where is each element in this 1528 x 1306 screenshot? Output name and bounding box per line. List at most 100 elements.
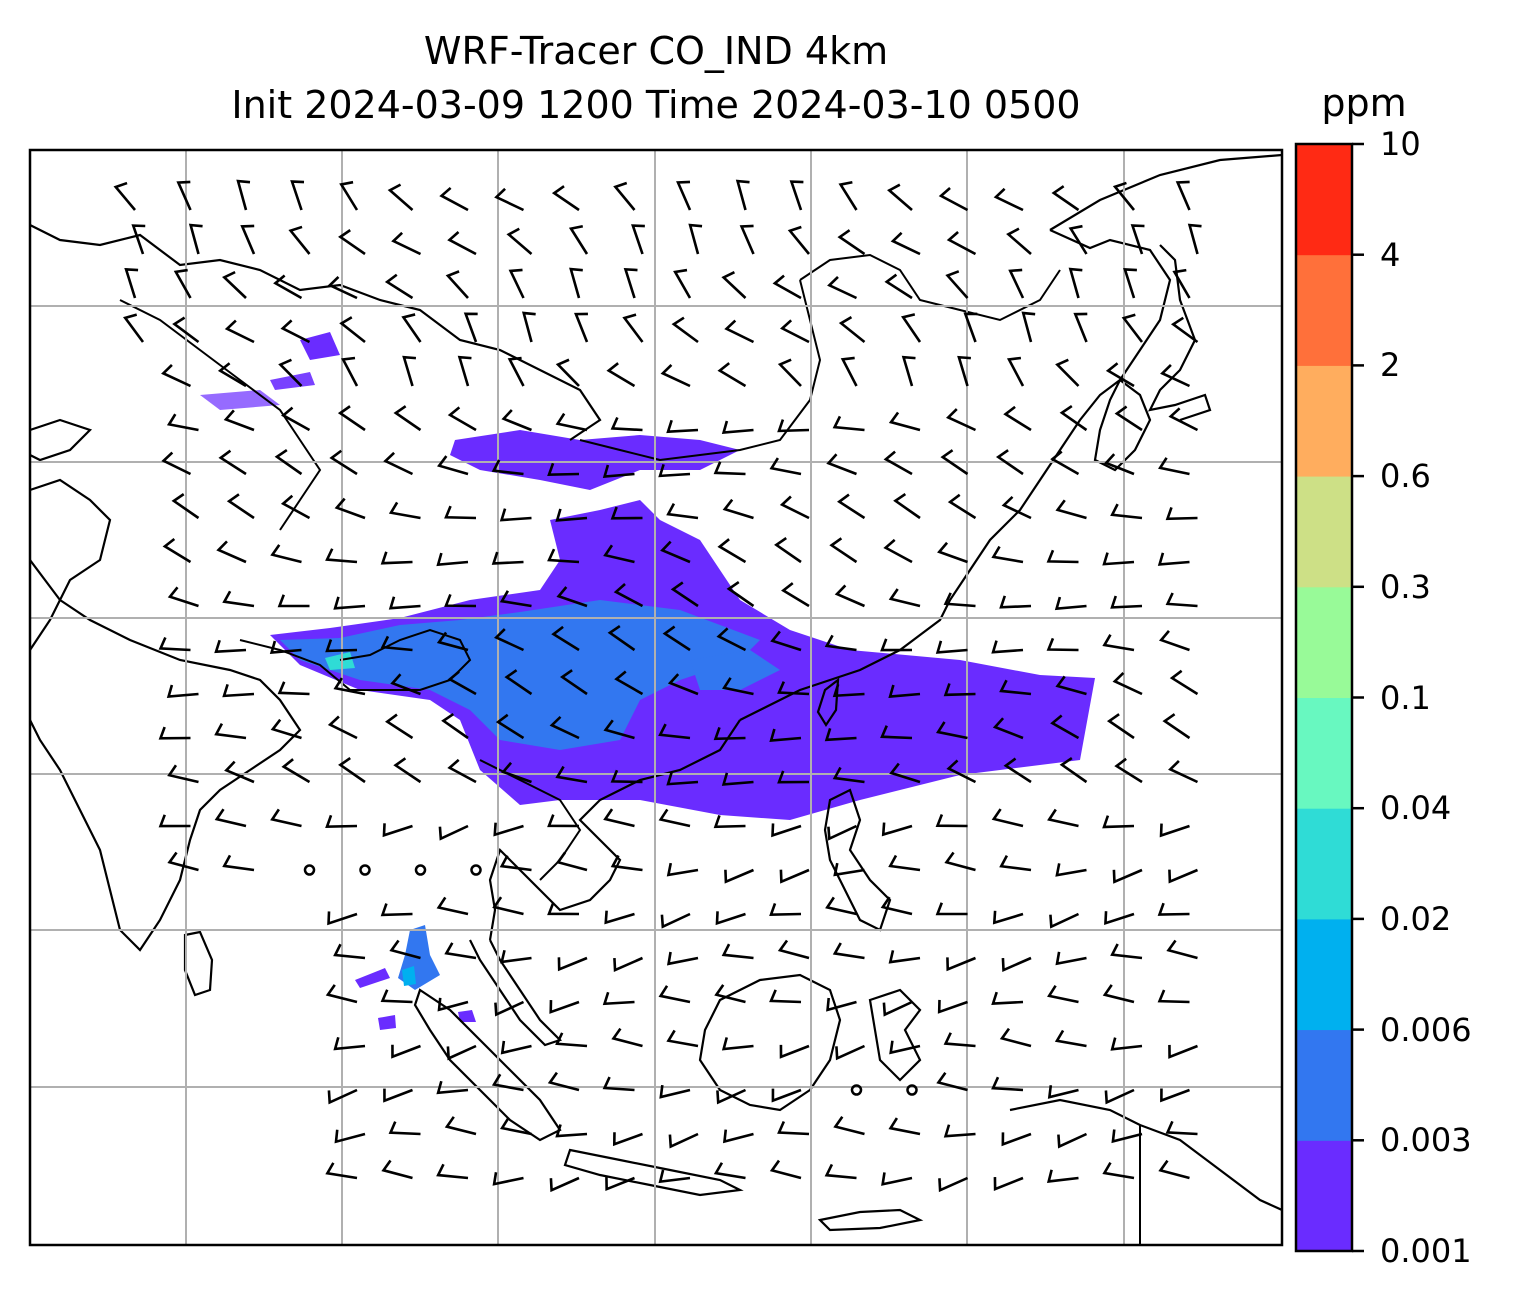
plume-north-band: [450, 430, 740, 490]
wind-barb: [280, 494, 311, 520]
wind-barb: [555, 765, 588, 784]
wind-barb: [551, 625, 580, 652]
wind-barb: [957, 355, 971, 387]
wind-barb: [826, 997, 857, 1012]
wind-barb: [884, 273, 913, 300]
wind-barb: [568, 224, 589, 255]
wind-barb: [883, 450, 913, 476]
wind-barb: [1157, 552, 1190, 566]
wind-barb: [676, 180, 692, 211]
wind-barb: [1175, 180, 1191, 211]
wind-barb: [881, 1172, 913, 1186]
coastline-caspian: [30, 418, 93, 462]
wind-barb: [171, 493, 200, 520]
coastline-philippines: [823, 788, 892, 932]
wind-barb: [774, 537, 802, 564]
wind-barb: [277, 594, 310, 608]
wind-barb: [341, 356, 359, 387]
wind-barb: [781, 582, 810, 608]
wind-barb: [1162, 713, 1191, 740]
wind-barb: [1006, 356, 1025, 387]
wind-barb: [889, 1040, 921, 1055]
wind-barb: [1059, 404, 1088, 432]
wind-barb: [1104, 1088, 1135, 1105]
wind-barb: [992, 910, 1024, 925]
wind-barb: [835, 1044, 866, 1061]
wind-barb: [447, 406, 477, 432]
wind-barb: [659, 1084, 691, 1099]
wind-barb: [1046, 1169, 1079, 1183]
wind-barb: [1166, 939, 1198, 960]
wind-barb: [387, 183, 414, 211]
wind-barb: [833, 1116, 865, 1136]
wind-barb: [1168, 760, 1199, 784]
wind-barb: [338, 757, 366, 784]
wind-barb: [605, 1176, 635, 1192]
wind-barb: [172, 316, 200, 344]
wind-barb: [166, 413, 199, 432]
wind-barb: [1160, 1088, 1190, 1103]
wind-barb: [827, 275, 858, 300]
wind-barb: [943, 1124, 976, 1138]
wind-barb: [1168, 1044, 1198, 1059]
wind-barb: [1050, 714, 1080, 740]
wind-barb: [214, 639, 247, 654]
wind-barb: [888, 854, 921, 872]
wind-barb: [1050, 450, 1080, 476]
wind-barb: [824, 634, 857, 652]
wind-barb: [1008, 268, 1025, 299]
plume-sumatra-core: [402, 966, 416, 986]
wind-barb: [611, 1027, 643, 1048]
wind-barb: [333, 677, 366, 696]
wind-barb: [614, 670, 644, 696]
wind-barb: [1054, 1029, 1087, 1048]
wind-barb: [447, 231, 477, 256]
wind-barb: [837, 493, 866, 520]
wind-barb: [833, 862, 865, 877]
wind-barb: [158, 814, 191, 828]
colorbar-tick-label: 0.1: [1380, 678, 1431, 717]
wind-barb: [436, 896, 469, 916]
wind-barb: [167, 764, 199, 784]
wind-barb: [559, 669, 588, 696]
wind-barb: [393, 405, 422, 432]
wind-barb: [1003, 757, 1032, 784]
wind-barb: [717, 362, 747, 388]
wind-barb: [494, 1000, 525, 1017]
wind-barb: [882, 1000, 913, 1017]
colorbar-segment: [1296, 1140, 1352, 1252]
wind-barb: [380, 551, 413, 565]
wind-barb: [837, 229, 866, 256]
wind-barb: [491, 1073, 524, 1092]
wind-barb: [167, 586, 199, 608]
wind-barb: [722, 1129, 754, 1144]
wind-barb: [943, 592, 976, 608]
wind-barb: [777, 770, 810, 784]
colorbar-tick-label: 0.6: [1380, 457, 1431, 496]
wind-barb: [995, 449, 1024, 476]
wind-barb: [991, 1076, 1024, 1092]
wind-barb: [777, 419, 810, 433]
plume-northwest-patch-2: [270, 372, 315, 390]
wind-barb: [888, 411, 921, 432]
wind-barb: [1105, 362, 1135, 388]
wind-barb: [385, 713, 414, 740]
wind-barb: [1121, 313, 1144, 343]
wind-barb: [889, 762, 921, 784]
wind-barb: [1110, 943, 1143, 960]
wind-barb: [999, 855, 1032, 872]
wind-barb: [508, 268, 525, 299]
wind-barb: [881, 822, 913, 837]
wind-barb: [216, 540, 247, 564]
plume-second-level: [280, 600, 760, 750]
wind-barb: [1054, 596, 1087, 611]
wind-barb: [288, 225, 311, 255]
map-title-line-2: Init 2024-03-09 1200 Time 2024-03-10 050…: [231, 83, 1081, 127]
wind-barb: [660, 540, 691, 564]
wind-barb: [500, 949, 532, 964]
wind-barb: [123, 313, 145, 343]
wind-barb: [382, 823, 413, 838]
wind-barb: [158, 636, 191, 652]
wind-barb: [1114, 405, 1143, 432]
wind-barb: [1103, 453, 1135, 476]
